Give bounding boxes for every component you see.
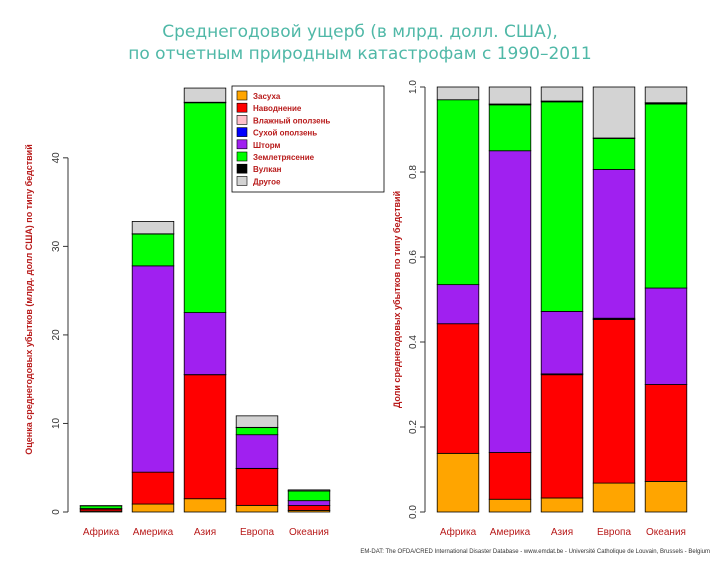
y-axis-label: Оценка среднегодовых убытков (млрд. долл… (24, 144, 34, 454)
bar-segment-drought (235, 504, 279, 513)
bar-segment-other (540, 86, 584, 102)
bar-segment-storm (183, 312, 227, 375)
legend-swatch-earthquake (236, 151, 248, 162)
y-tick-label: 0.4 (408, 335, 419, 349)
category-label: Америка (490, 527, 531, 538)
category-label: Океания (289, 527, 329, 538)
category-label: Америка (133, 527, 174, 538)
bar-segment-other (235, 415, 279, 428)
y-tick-label: 0.8 (408, 165, 419, 179)
bar-segment-storm (540, 310, 584, 375)
bar-segment-storm (592, 169, 636, 319)
category-label: Африка (83, 526, 120, 538)
legend-label-volcano: Вулкан (253, 165, 282, 174)
y-axis-label: Доли среднегодовых убытков по типу бедст… (392, 191, 402, 408)
bar-segment-earthquake (79, 505, 123, 509)
category-label: Европа (240, 527, 275, 538)
bar-segment-other (644, 86, 688, 104)
bar-segment-drought (436, 452, 480, 513)
chart-title-line-1: Среднегодовой ущерб (в млрд. долл. США), (162, 22, 558, 42)
y-tick-label: 30 (51, 240, 62, 252)
bar-segment-storm (235, 434, 279, 469)
y-tick-label: 0.6 (408, 250, 419, 264)
legend-swatch-drought (236, 90, 248, 101)
legend-label-other: Другое (253, 177, 281, 186)
bar-segment-storm (131, 265, 175, 473)
y-tick-label: 20 (51, 329, 62, 341)
source-credit: EM-DAT: The OFDA/CRED International Disa… (360, 549, 710, 555)
bar-segment-drought (183, 498, 227, 513)
bar-segment-storm (436, 284, 480, 325)
category-label: Африка (440, 526, 477, 538)
legend-label-drought: Засуха (253, 92, 281, 101)
category-label: Азия (194, 527, 216, 538)
bar-segment-earthquake (183, 102, 227, 314)
legend-swatch-volcano (236, 163, 248, 174)
bar-segment-other (592, 86, 636, 139)
bar-segment-drought (592, 482, 636, 513)
y-tick-label: 0.0 (408, 505, 419, 519)
legend-label-earthquake: Землетрясение (253, 153, 315, 162)
bar-segment-earthquake (131, 233, 175, 267)
bar-segment-storm (488, 150, 532, 453)
bar-segment-other (488, 86, 532, 105)
legend-label-flood: Наводнение (253, 104, 302, 113)
bar-segment-other (436, 86, 480, 101)
bar-segment-earthquake (235, 427, 279, 436)
bar-segment-earthquake (540, 101, 584, 312)
y-tick-label: 40 (51, 152, 62, 164)
bar-segment-earthquake (287, 490, 331, 502)
legend-label-dry_landslide: Сухой оползень (253, 129, 317, 138)
legend-swatch-wet_landslide (236, 115, 248, 125)
y-tick-label: 0.2 (408, 420, 419, 434)
y-tick-label: 1.0 (408, 80, 419, 94)
legend-swatch-dry_landslide (236, 127, 248, 137)
bar-segment-other (287, 489, 331, 492)
bar-segment-flood (488, 452, 532, 500)
y-tick-label: 0 (51, 509, 62, 515)
legend-swatch-storm (236, 139, 248, 150)
bar-segment-earthquake (488, 104, 532, 152)
bar-segment-drought (488, 498, 532, 513)
bar-segment-flood (644, 384, 688, 482)
bar-segment-drought (540, 497, 584, 513)
bar-segment-drought (131, 503, 175, 513)
bar-segment-flood (540, 374, 584, 499)
bar-segment-storm (644, 287, 688, 385)
right-share-chart: 0.0 0.2 0.4 0.6 0.8 1.0 Доли среднегодовых убы… (392, 80, 688, 538)
left-absolute-chart: 0 10 20 30 40 Оценка среднегодовых убытков (м… (24, 87, 331, 538)
legend-swatch-other (236, 176, 248, 186)
bar-segment-flood (131, 471, 175, 505)
bar-segment-other (183, 87, 227, 103)
bar-segment-flood (287, 505, 331, 511)
category-label: Азия (551, 527, 573, 538)
bar-segment-drought (644, 480, 688, 513)
bar-segment-earthquake (436, 99, 480, 286)
bar-segment-earthquake (644, 103, 688, 289)
bar-segment-flood (235, 468, 279, 506)
bar-segment-storm (287, 500, 331, 506)
y-tick-label: 10 (51, 417, 62, 429)
legend-box (231, 85, 385, 193)
chart-title-line-2: по отчетным природным катастрофам с 1990… (128, 44, 592, 64)
bar-segment-flood (436, 323, 480, 454)
legend-swatch-flood (236, 102, 248, 113)
legend-label-wet_landslide: Влажный оползень (253, 116, 330, 125)
bar-segment-other (131, 221, 175, 235)
category-label: Европа (597, 527, 632, 538)
bar-segment-flood (592, 319, 636, 484)
legend: Засуха Наводнение Влажный оползень Сухой оп… (231, 85, 385, 193)
legend-label-storm: Шторм (253, 141, 281, 150)
bar-segment-flood (183, 374, 227, 500)
bar-segment-earthquake (592, 138, 636, 170)
category-label: Океания (646, 527, 686, 538)
